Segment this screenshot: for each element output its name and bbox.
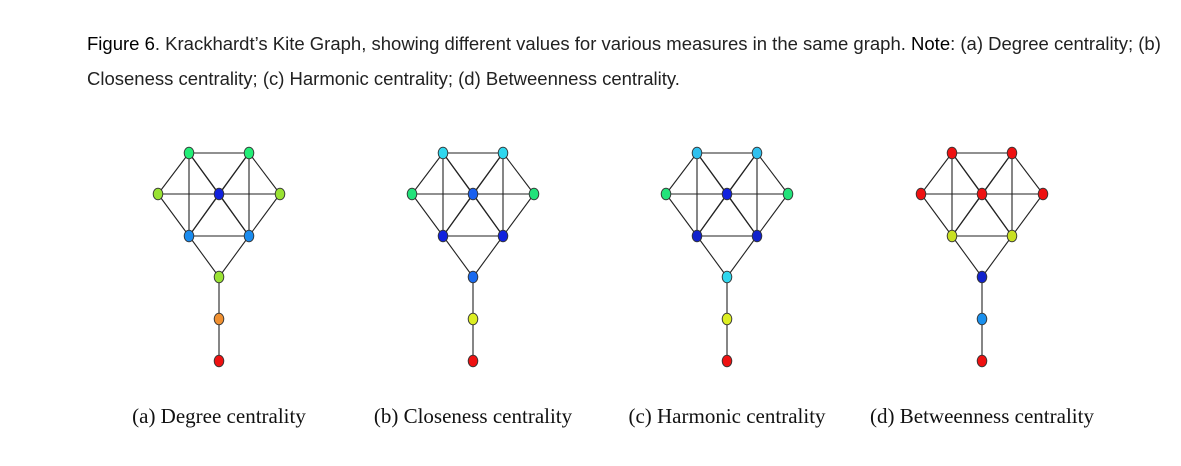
panel-a: (a) Degree centrality xyxy=(132,146,306,428)
panel-d: (d) Betweenness centrality xyxy=(870,146,1094,428)
graph-node-mid-left xyxy=(691,229,703,243)
graph-edge xyxy=(951,193,983,237)
graph-edge xyxy=(472,235,504,278)
graph-node-tail-upper xyxy=(213,312,225,326)
graph-edge xyxy=(502,152,535,195)
graph-edge xyxy=(981,193,1013,237)
graph-node-neck xyxy=(721,270,733,284)
graph-edge xyxy=(157,193,190,237)
graph-node-top-left xyxy=(183,146,195,160)
graph-edge xyxy=(472,193,504,237)
panel-b: (b) Closeness centrality xyxy=(374,146,573,428)
graph-node-center xyxy=(721,187,733,201)
graph-node-right xyxy=(274,187,286,201)
graph-edge xyxy=(756,152,789,195)
graph-node-mid-left xyxy=(183,229,195,243)
graph-edge xyxy=(218,193,250,237)
graph-edge xyxy=(1011,152,1044,195)
graph-node-top-left xyxy=(437,146,449,160)
figure-caption: Figure 6. Krackhardt’s Kite Graph, showi… xyxy=(87,26,1167,96)
graph-edge xyxy=(665,193,698,237)
graph-edge xyxy=(502,193,535,237)
figure-label: Figure 6 xyxy=(87,33,155,54)
graph-node-tail-upper xyxy=(976,312,988,326)
graph-node-top-left xyxy=(691,146,703,160)
note-text: : (a) Degree centrality; (b) Closeness c… xyxy=(87,33,1161,89)
graph-node-neck xyxy=(467,270,479,284)
graph-edge xyxy=(665,152,698,195)
graph-edge xyxy=(157,152,190,195)
graph-edge xyxy=(248,193,281,237)
graph-node-tail-end xyxy=(721,354,733,368)
graph-node-mid-right xyxy=(243,229,255,243)
graph-edge xyxy=(442,235,474,278)
graph-edge xyxy=(411,193,444,237)
graph-node-left xyxy=(152,187,164,201)
graph-node-top-right xyxy=(243,146,255,160)
panel-label: (c) Harmonic centrality xyxy=(628,404,826,428)
graph-node-center xyxy=(976,187,988,201)
graph-node-mid-right xyxy=(1006,229,1018,243)
caption-text: . Krackhardt’s Kite Graph, showing diffe… xyxy=(154,33,906,54)
graph-edge xyxy=(726,193,758,237)
panel-label: (b) Closeness centrality xyxy=(374,404,573,428)
graph-edge xyxy=(696,235,728,278)
graph-node-mid-right xyxy=(751,229,763,243)
graph-node-right xyxy=(1037,187,1049,201)
graph-edge xyxy=(756,193,789,237)
graph-edge xyxy=(920,152,953,195)
graph-node-center xyxy=(213,187,225,201)
graph-edge xyxy=(981,235,1013,278)
graph-node-right xyxy=(782,187,794,201)
graph-node-top-right xyxy=(751,146,763,160)
graph-node-left xyxy=(915,187,927,201)
graph-node-top-right xyxy=(497,146,509,160)
graph-edge xyxy=(951,235,983,278)
graph-edge xyxy=(411,152,444,195)
graph-node-tail-upper xyxy=(721,312,733,326)
graph-edge xyxy=(188,193,220,237)
graph-edge xyxy=(218,235,250,278)
graph-node-mid-left xyxy=(437,229,449,243)
graph-edge xyxy=(442,193,474,237)
panel-label: (d) Betweenness centrality xyxy=(870,404,1094,428)
graph-node-right xyxy=(528,187,540,201)
graph-edge xyxy=(696,193,728,237)
graph-edge xyxy=(248,152,281,195)
graph-edge xyxy=(726,235,758,278)
graph-node-tail-end xyxy=(976,354,988,368)
graph-node-tail-end xyxy=(213,354,225,368)
graph-node-neck xyxy=(976,270,988,284)
note-label: Note xyxy=(911,33,951,54)
graph-node-mid-left xyxy=(946,229,958,243)
graph-edge xyxy=(188,235,220,278)
graph-node-top-right xyxy=(1006,146,1018,160)
graph-node-top-left xyxy=(946,146,958,160)
graph-node-neck xyxy=(213,270,225,284)
graph-node-center xyxy=(467,187,479,201)
graph-node-left xyxy=(660,187,672,201)
panel-c: (c) Harmonic centrality xyxy=(628,146,826,428)
graph-node-tail-upper xyxy=(467,312,479,326)
graph-edge xyxy=(920,193,953,237)
graph-node-left xyxy=(406,187,418,201)
graph-node-tail-end xyxy=(467,354,479,368)
graph-node-mid-right xyxy=(497,229,509,243)
graph-edge xyxy=(1011,193,1044,237)
panel-label: (a) Degree centrality xyxy=(132,404,306,428)
